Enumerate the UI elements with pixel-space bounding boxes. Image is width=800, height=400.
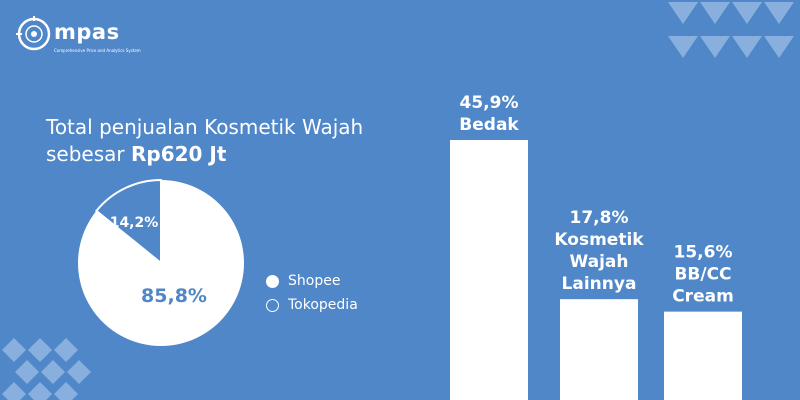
pie-slice-tokopedia [94,178,162,266]
bar-2 [560,299,638,400]
compas-logo: mpas Comprehensive Price and Analytics S… [14,14,144,58]
bar-category-label-2: Kosmetik [554,230,644,250]
bar-value-label-2: 17,8% [570,208,629,228]
bar-value-label-3: 15,6% [674,243,733,263]
headline-total-value: Rp620 Jt [130,142,227,166]
bar-category-label-3: BB/CC [674,265,731,285]
headline: Total penjualan Kosmetik Wajah sebesar R… [46,114,363,168]
bar-category-label-2: Lainnya [562,274,637,294]
legend-item-shopee: Shopee [266,270,358,292]
bar-category-label-2: Wajah [569,252,628,272]
legend-swatch-tokopedia [266,298,279,312]
bar-value-label-1: 45,9% [460,93,519,113]
logo-tagline: Comprehensive Price and Analytics System [54,48,141,53]
pie-label-shopee: 85,8% [141,285,207,307]
diamond-pattern-bottom-left [2,338,91,400]
marketplace-pie-chart: 85,8% 14,2% [78,178,244,346]
logo-wordmark: mpas [54,20,120,44]
headline-prefix: sebesar [46,142,131,166]
legend-item-tokopedia: Tokopedia [266,294,358,316]
pie-label-tokopedia: 14,2% [110,215,159,231]
pie-legend: Shopee Tokopedia [266,270,358,318]
bar-3 [664,311,742,400]
triangle-pattern-top-right [668,2,794,58]
bar-1 [450,140,528,400]
compass-icon [16,16,51,51]
legend-label-shopee: Shopee [288,273,341,289]
legend-swatch-shopee [266,274,279,288]
headline-line2: sebesar Rp620 Jt [46,141,363,168]
bar-category-label-1: Bedak [459,115,519,135]
headline-line1: Total penjualan Kosmetik Wajah [46,115,364,139]
legend-label-tokopedia: Tokopedia [288,297,358,313]
bar-category-label-3: Cream [672,287,734,307]
